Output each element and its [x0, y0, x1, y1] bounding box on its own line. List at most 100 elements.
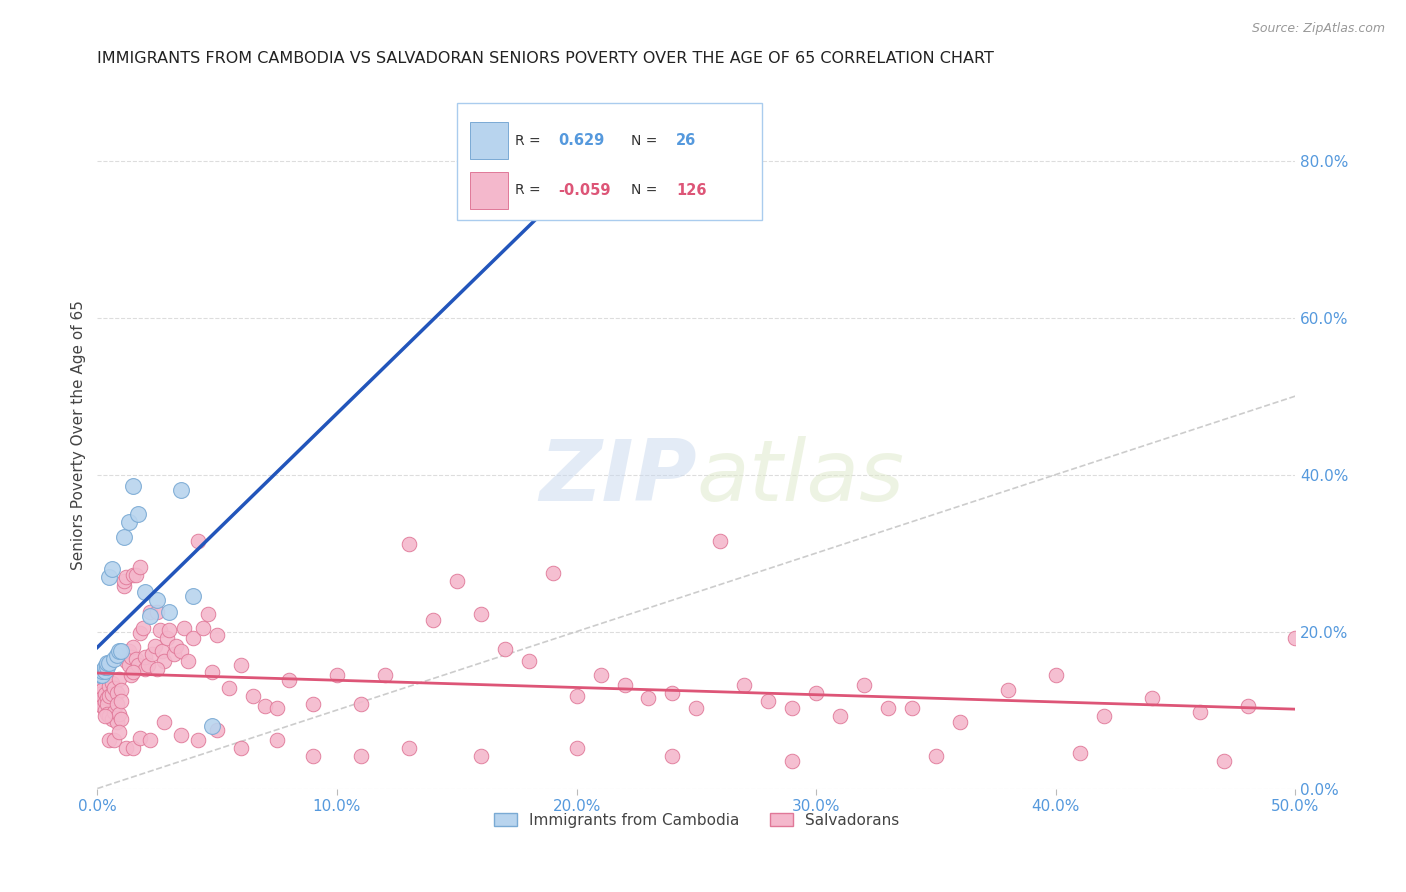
Point [96, 706, 118, 721]
Point [589, 667, 612, 681]
Point [112, 530, 135, 544]
Point [100, 687, 122, 701]
Point [117, 657, 139, 672]
Point [541, 169, 564, 184]
Point [129, 560, 152, 574]
FancyBboxPatch shape [457, 103, 762, 219]
Point [170, 728, 193, 742]
Point [637, 691, 659, 706]
Point [806, 686, 828, 700]
Point [494, 641, 516, 656]
Point [709, 534, 731, 549]
Point [96, 697, 118, 711]
Point [187, 732, 209, 747]
Point [103, 705, 125, 719]
Point [205, 723, 228, 737]
Point [350, 697, 373, 711]
Point [125, 652, 148, 666]
Point [254, 699, 277, 714]
Point [122, 740, 145, 755]
Point [780, 754, 803, 768]
Point [229, 740, 252, 755]
Text: R =: R = [516, 183, 546, 197]
Point [143, 639, 166, 653]
Point [165, 639, 187, 653]
FancyBboxPatch shape [470, 122, 509, 159]
Point [266, 732, 288, 747]
Point [205, 628, 228, 642]
Point [173, 621, 195, 635]
Text: IMMIGRANTS FROM CAMBODIA VS SALVADORAN SENIORS POVERTY OVER THE AGE OF 65 CORREL: IMMIGRANTS FROM CAMBODIA VS SALVADORAN S… [97, 51, 994, 66]
Point [229, 657, 252, 672]
Point [103, 732, 125, 747]
Point [100, 562, 122, 576]
Point [98, 569, 121, 583]
Point [129, 626, 152, 640]
Text: N =: N = [630, 134, 661, 148]
Point [139, 605, 162, 619]
Point [1212, 754, 1234, 768]
Point [1284, 631, 1306, 645]
Point [93, 664, 115, 678]
Point [470, 748, 492, 763]
Point [302, 748, 325, 763]
Point [115, 740, 138, 755]
Point [120, 667, 142, 681]
Point [661, 748, 683, 763]
Point [103, 652, 125, 666]
Point [129, 731, 152, 745]
Text: 0.629: 0.629 [558, 133, 605, 148]
Point [157, 623, 180, 637]
Point [149, 623, 172, 637]
Point [446, 574, 468, 588]
Point [120, 649, 142, 664]
Point [108, 672, 131, 686]
Point [91, 667, 114, 681]
Point [117, 644, 139, 658]
Point [89, 687, 111, 701]
Point [201, 719, 224, 733]
Point [181, 589, 204, 603]
Point [91, 691, 114, 706]
Point [134, 585, 156, 599]
Point [877, 701, 900, 715]
Point [93, 687, 115, 701]
Point [565, 689, 588, 703]
Point [398, 740, 420, 755]
Point [150, 644, 173, 658]
Point [278, 673, 301, 688]
Point [96, 660, 118, 674]
Point [242, 689, 264, 703]
Point [112, 574, 135, 588]
Point [103, 681, 125, 695]
Point [146, 662, 169, 676]
Point [132, 621, 155, 635]
Point [127, 657, 149, 672]
Point [91, 699, 114, 714]
Point [146, 593, 169, 607]
Point [350, 748, 373, 763]
Point [139, 608, 162, 623]
Point [134, 649, 156, 664]
Point [93, 660, 115, 674]
Text: -0.059: -0.059 [558, 183, 612, 198]
Point [96, 691, 118, 706]
Text: ZIP: ZIP [538, 436, 696, 519]
Point [100, 675, 122, 690]
Point [153, 714, 176, 729]
Point [100, 713, 122, 727]
Point [853, 678, 876, 692]
Point [110, 693, 132, 707]
Text: 26: 26 [676, 133, 696, 148]
Point [105, 648, 128, 662]
Point [127, 507, 149, 521]
Point [326, 667, 349, 681]
Point [830, 709, 852, 723]
Point [1092, 709, 1115, 723]
Point [170, 644, 193, 658]
Point [422, 613, 444, 627]
Point [997, 683, 1019, 698]
Point [117, 515, 139, 529]
Point [153, 654, 176, 668]
Point [163, 647, 186, 661]
